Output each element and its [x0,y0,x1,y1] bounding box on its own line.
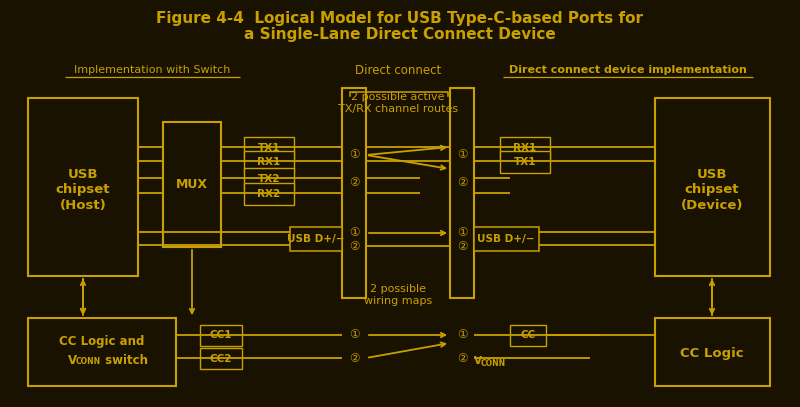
Text: RX2: RX2 [258,189,281,199]
Bar [28,98,138,276]
Text: MUX: MUX [176,179,208,192]
Text: TX1: TX1 [258,143,280,153]
Text: CC2: CC2 [210,354,232,363]
Text: V: V [474,356,482,366]
Text: CC1: CC1 [210,330,232,341]
Bar [28,318,176,386]
Text: CC Logic and: CC Logic and [59,335,145,348]
Text: USB
chipset
(Device): USB chipset (Device) [681,168,743,212]
Text: Figure 4-4  Logical Model for USB Type-C-based Ports for: Figure 4-4 Logical Model for USB Type-C-… [157,11,643,26]
Text: a Single-Lane Direct Connect Device: a Single-Lane Direct Connect Device [244,26,556,42]
Bar [163,122,221,247]
Bar [244,137,294,159]
Text: V: V [68,354,77,366]
Text: ②: ② [457,352,467,365]
Text: Direct connect device implementation: Direct connect device implementation [509,65,747,75]
Text: ①: ① [457,149,467,162]
Bar [655,318,770,386]
Bar [655,98,770,276]
Bar [450,88,474,298]
Text: CONN: CONN [76,357,101,366]
Bar [244,168,294,190]
Text: switch: switch [101,354,148,366]
Text: 2 possible active
TX/RX channel routes: 2 possible active TX/RX channel routes [338,92,458,114]
Text: TX2: TX2 [258,174,280,184]
Text: ②: ② [349,239,359,252]
Text: CONN: CONN [481,359,506,368]
Text: CC: CC [520,330,536,341]
Text: RX1: RX1 [258,157,281,167]
Bar [244,151,294,173]
Text: USB D+/−: USB D+/− [287,234,345,244]
Text: ①: ① [349,149,359,162]
Text: USB D+/−: USB D+/− [478,234,534,244]
Bar [200,325,242,346]
Bar [290,227,342,251]
Text: TX1: TX1 [514,157,536,167]
Text: ①: ① [349,328,359,341]
Text: Direct connect: Direct connect [355,63,441,77]
Text: ②: ② [349,177,359,190]
Text: RX1: RX1 [514,143,537,153]
Bar [500,137,550,159]
Text: USB
chipset
(Host): USB chipset (Host) [56,168,110,212]
Bar [200,348,242,369]
Text: CC Logic: CC Logic [680,346,744,359]
Bar [342,88,366,298]
Bar [500,151,550,173]
Text: ①: ① [349,227,359,239]
Bar [510,325,546,346]
Bar [474,227,539,251]
Text: ①: ① [457,328,467,341]
Text: ①: ① [457,227,467,239]
Text: ②: ② [457,239,467,252]
Text: ②: ② [349,352,359,365]
Text: Implementation with Switch: Implementation with Switch [74,65,230,75]
Text: ②: ② [457,177,467,190]
Text: 2 possible
wiring maps: 2 possible wiring maps [364,284,432,306]
Bar [244,183,294,205]
